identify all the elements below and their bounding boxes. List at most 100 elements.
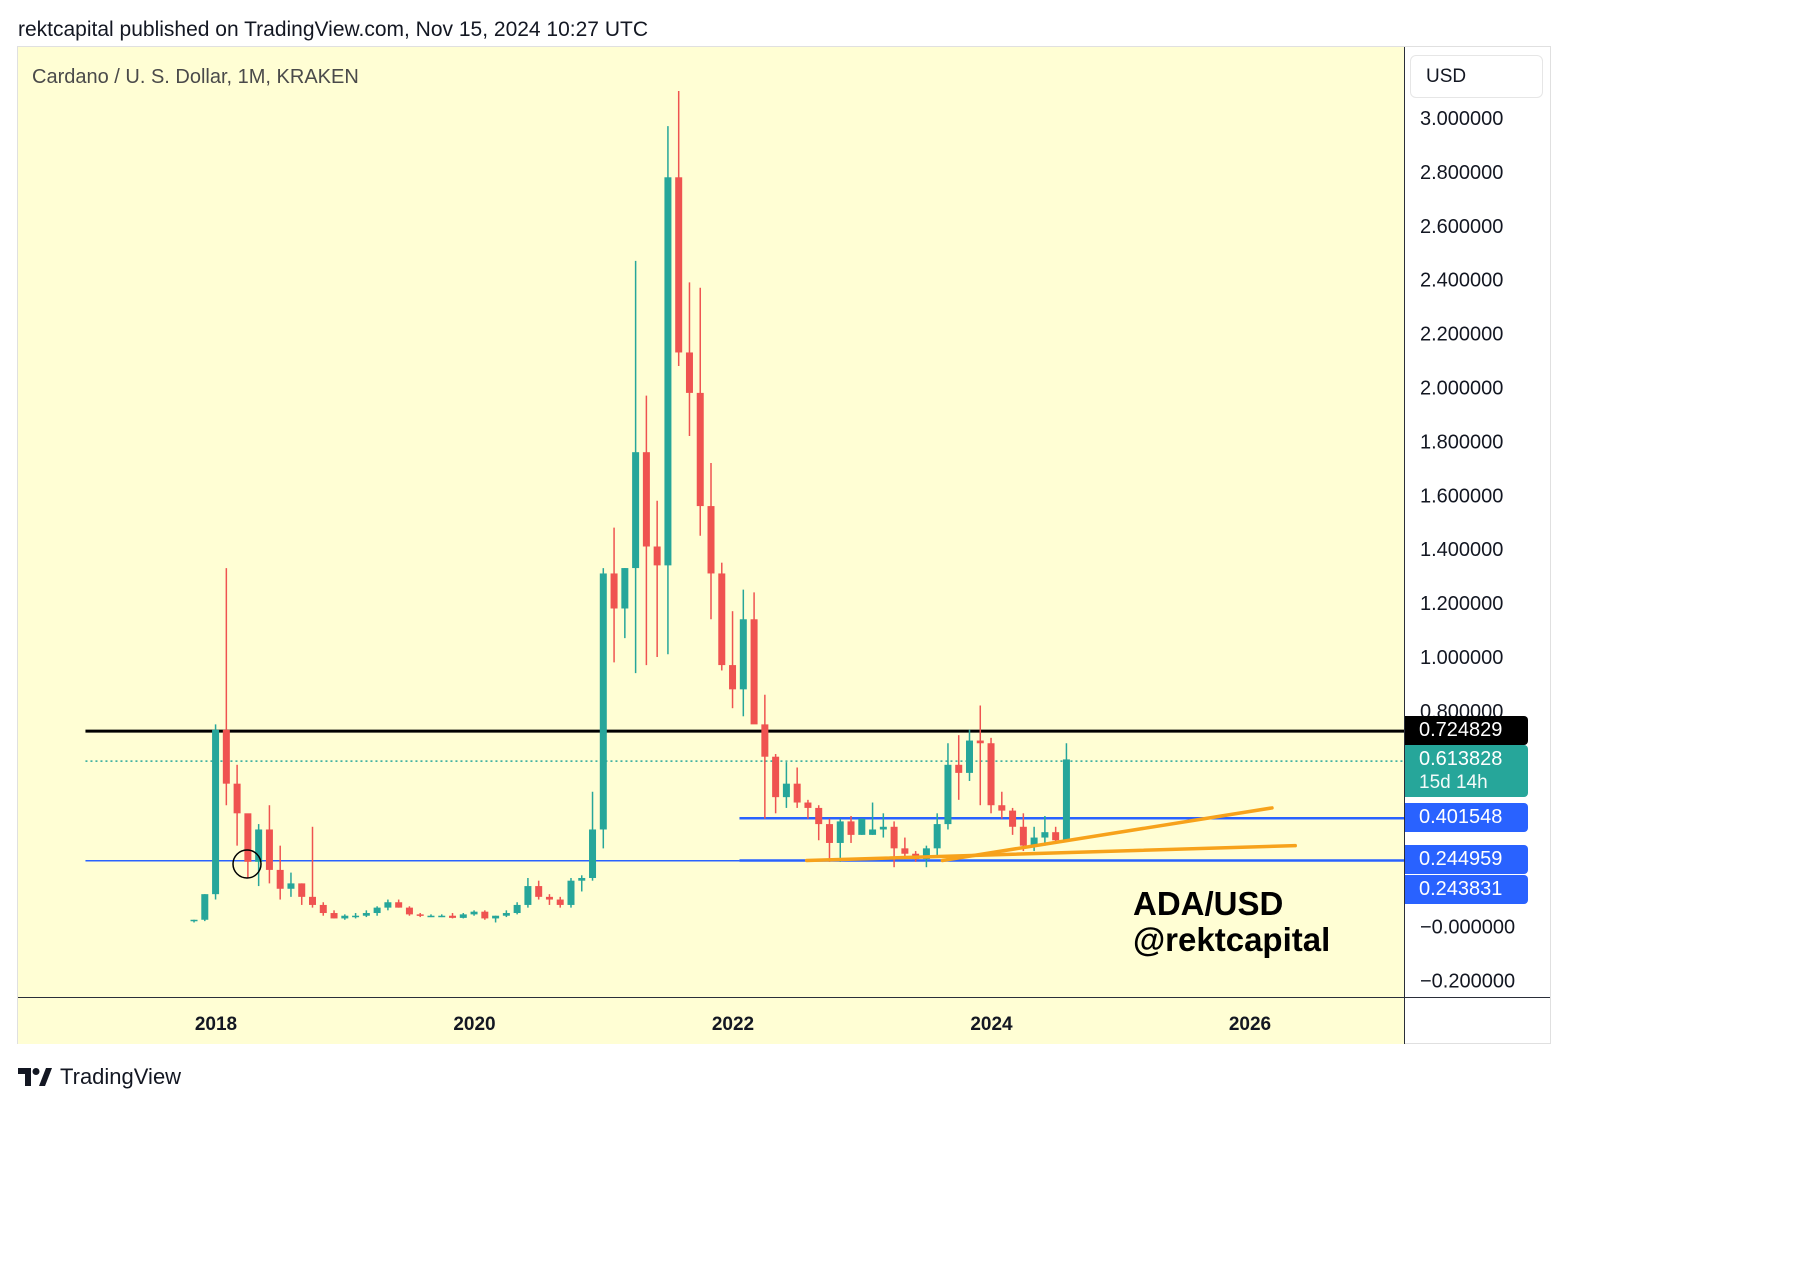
time-axis-background bbox=[18, 998, 1404, 1044]
candle-body bbox=[309, 896, 317, 905]
candle-body bbox=[524, 886, 532, 905]
time-axis[interactable]: 2018 2020 2022 2024 2026 bbox=[195, 1014, 1271, 1035]
tradingview-logo-icon bbox=[18, 1068, 52, 1086]
candle-body bbox=[1041, 832, 1049, 838]
candle-body bbox=[427, 915, 435, 918]
candle-body bbox=[847, 821, 855, 835]
candle-body bbox=[901, 848, 909, 854]
candle-body bbox=[621, 568, 629, 609]
candle-body bbox=[836, 821, 844, 843]
candle-body bbox=[675, 177, 683, 353]
price-axis-background bbox=[1405, 47, 1550, 997]
candle-body bbox=[858, 818, 866, 835]
range-low-badge: 0.244959 bbox=[1405, 845, 1528, 874]
symbol-title[interactable]: Cardano / U. S. Dollar, 1M, KRAKEN bbox=[32, 66, 359, 88]
candle-body bbox=[319, 904, 327, 914]
candle-body bbox=[384, 902, 392, 908]
candle-body bbox=[804, 802, 812, 808]
candle-body bbox=[998, 805, 1006, 811]
price-tick-label: 3.000000 bbox=[1420, 108, 1503, 130]
candle-body bbox=[287, 883, 295, 889]
range-mid-badge: 0.401548 bbox=[1405, 803, 1528, 832]
candle-body bbox=[212, 729, 220, 895]
candle-body bbox=[405, 907, 413, 915]
trendline-1 bbox=[804, 843, 1297, 863]
candle-body bbox=[578, 877, 586, 881]
annotation-pair: ADA/USD bbox=[1133, 885, 1284, 922]
candle-body bbox=[987, 743, 995, 806]
time-tick-label: 2018 bbox=[195, 1014, 237, 1035]
chart-annotation: ADA/USD @rektcapital bbox=[1133, 886, 1330, 958]
candle-body bbox=[739, 619, 747, 690]
price-tick-label: 2.800000 bbox=[1420, 162, 1503, 184]
candle-body bbox=[265, 829, 273, 870]
current-price-value: 0.613828 bbox=[1419, 748, 1503, 770]
candle-body bbox=[502, 913, 510, 916]
candle-body bbox=[825, 824, 833, 843]
candle-body bbox=[610, 573, 618, 609]
candle-body bbox=[492, 915, 500, 919]
candle-body bbox=[244, 813, 252, 862]
candle-body bbox=[567, 880, 575, 905]
price-tick-label: 1.000000 bbox=[1420, 647, 1503, 669]
candle-body bbox=[1019, 826, 1027, 846]
candle-body bbox=[449, 915, 457, 918]
candle-body bbox=[772, 756, 780, 798]
price-tick-label: 2.000000 bbox=[1420, 378, 1503, 400]
candle-body bbox=[664, 177, 672, 566]
price-tick-label: 2.200000 bbox=[1420, 324, 1503, 346]
candle-body bbox=[535, 886, 543, 897]
price-tick-label: 1.400000 bbox=[1420, 539, 1503, 561]
candle-body bbox=[438, 915, 446, 918]
published-line: rektcapital published on TradingView.com… bbox=[18, 18, 648, 41]
candle-body bbox=[879, 826, 887, 830]
candle-body bbox=[685, 352, 693, 393]
candle-body bbox=[395, 902, 403, 908]
price-tick-label: 1.200000 bbox=[1420, 593, 1503, 615]
candle-body bbox=[782, 783, 790, 798]
candle-body bbox=[642, 452, 650, 547]
candle-body bbox=[922, 848, 930, 860]
candle-body bbox=[793, 783, 801, 803]
candle-body bbox=[933, 824, 941, 849]
candle-body bbox=[330, 913, 338, 919]
candle-body bbox=[632, 452, 640, 569]
candle-body bbox=[944, 764, 952, 825]
annotation-author: @rektcapital bbox=[1133, 921, 1331, 958]
candle-body bbox=[276, 869, 284, 889]
price-tick-label: 1.600000 bbox=[1420, 485, 1503, 507]
time-tick-label: 2024 bbox=[970, 1014, 1013, 1035]
candle-body bbox=[545, 896, 553, 900]
candles bbox=[190, 91, 1070, 923]
candle-body bbox=[965, 740, 973, 773]
candle-body bbox=[955, 764, 963, 773]
candle-body bbox=[815, 807, 823, 825]
candle-body bbox=[976, 740, 984, 744]
candle-body bbox=[190, 919, 198, 922]
resistance-price-badge: 0.724829 bbox=[1405, 716, 1528, 745]
candle-body bbox=[459, 914, 467, 918]
candle-body bbox=[1062, 759, 1070, 841]
candle-body bbox=[1052, 832, 1060, 841]
candle-body bbox=[373, 907, 381, 914]
candle-body bbox=[707, 506, 715, 574]
candle-body bbox=[599, 573, 607, 830]
horizontal-levels bbox=[85, 729, 1404, 862]
candle-body bbox=[653, 546, 661, 566]
time-tick-label: 2020 bbox=[453, 1014, 495, 1035]
candle-body bbox=[890, 826, 898, 849]
tradingview-logo[interactable]: TradingView bbox=[18, 1064, 181, 1090]
candle-body bbox=[362, 913, 370, 916]
currency-button[interactable]: USD bbox=[1410, 55, 1543, 98]
candle-body bbox=[341, 915, 349, 919]
price-tick-label: −0.000000 bbox=[1420, 917, 1515, 939]
candle-body bbox=[718, 573, 726, 666]
candle-body bbox=[298, 883, 306, 897]
candle-countdown: 15d 14h bbox=[1419, 772, 1488, 793]
price-axis[interactable]: 3.000000 2.800000 2.600000 2.400000 2.200000… bbox=[1420, 108, 1515, 992]
price-chart[interactable]: 3.000000 2.800000 2.600000 2.400000 2.200000… bbox=[0, 0, 1566, 1104]
time-tick-label: 2022 bbox=[712, 1014, 754, 1035]
candle-body bbox=[481, 911, 489, 919]
candle-body bbox=[1030, 837, 1038, 846]
candle-body bbox=[416, 914, 424, 916]
